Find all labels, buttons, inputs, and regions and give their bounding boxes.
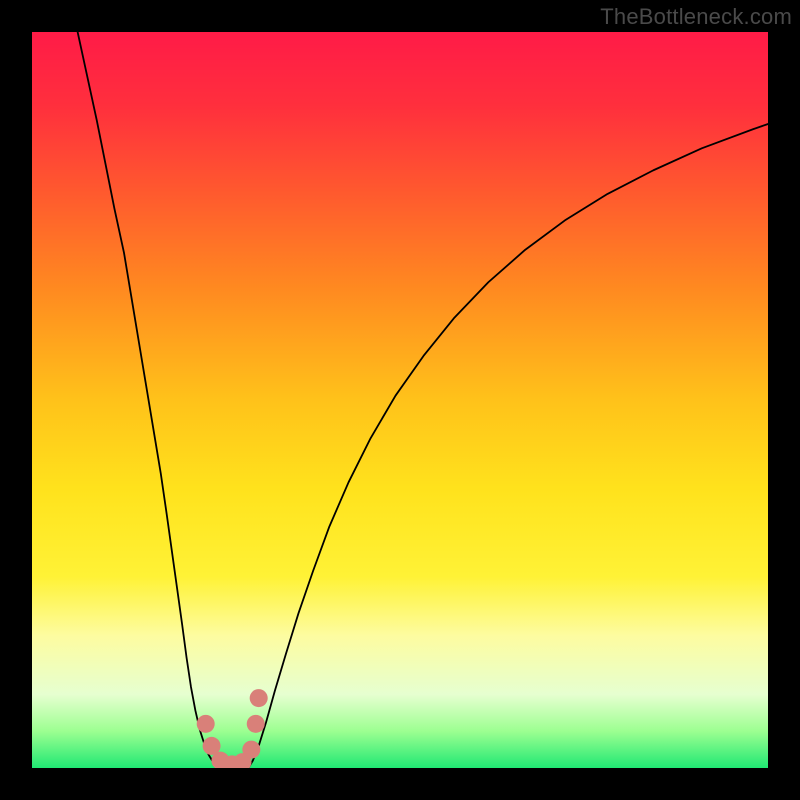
outer-frame: TheBottleneck.com [0, 0, 800, 800]
marker-point [197, 715, 215, 733]
watermark-text: TheBottleneck.com [600, 4, 792, 30]
chart-svg [32, 32, 768, 768]
marker-point [250, 689, 268, 707]
plot-area [32, 32, 768, 768]
gradient-background [32, 32, 768, 768]
marker-point [242, 741, 260, 759]
marker-point [247, 715, 265, 733]
